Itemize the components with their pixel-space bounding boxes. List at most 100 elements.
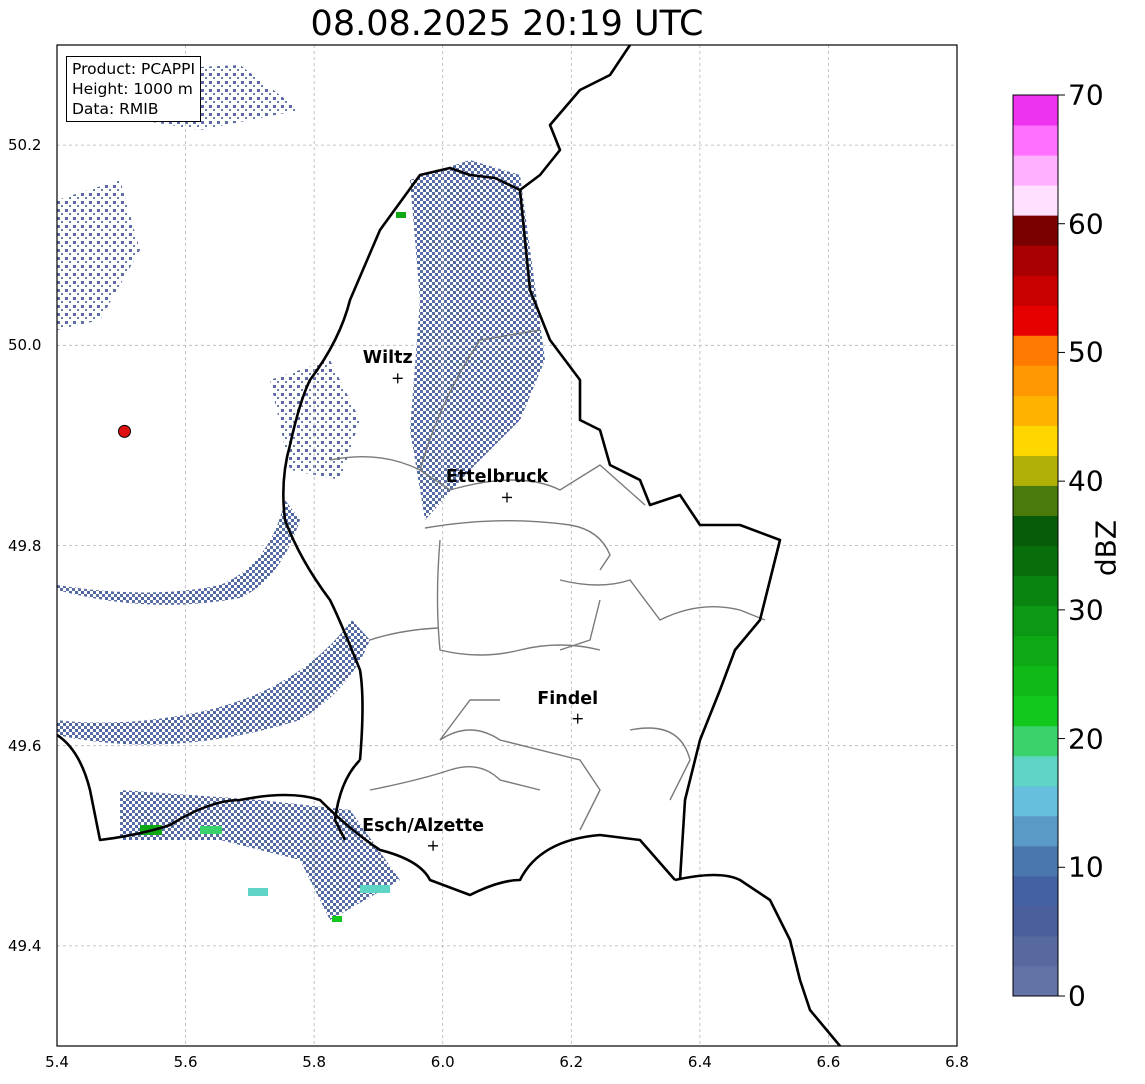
colorbar-tick-label: 20 <box>1068 722 1104 756</box>
city-marker <box>428 840 439 851</box>
city-label: Esch/Alzette <box>362 815 484 836</box>
colorbar-tick-label: 60 <box>1068 207 1104 241</box>
colorbar-segment <box>1013 815 1058 847</box>
colorbar-segment <box>1013 335 1058 366</box>
echo-southwest <box>120 790 400 920</box>
canton-border-11 <box>629 727 691 801</box>
canton-border-9 <box>439 699 500 741</box>
colorbar-segment <box>1013 275 1058 306</box>
echo-cell-green-4 <box>396 212 406 218</box>
map-title: 08.08.2025 20:19 UTC <box>310 4 704 44</box>
x-tick-label: 5.6 <box>173 1053 198 1071</box>
colorbar-segment <box>1013 605 1058 637</box>
info-height: Height: 1000 m <box>72 80 193 98</box>
city-label: Ettelbruck <box>445 467 549 488</box>
colorbar-segment <box>1013 575 1058 607</box>
x-tick-label: 5.8 <box>302 1053 327 1071</box>
canton-border-2 <box>419 329 541 471</box>
canton-border-8 <box>439 729 601 831</box>
colorbar-segment <box>1013 665 1058 697</box>
canton-border-7 <box>559 599 601 651</box>
x-tick-label: 6.0 <box>430 1053 455 1071</box>
colorbar-segment <box>1013 755 1058 787</box>
echo-cell-green-2 <box>200 826 222 834</box>
colorbar-segment <box>1013 695 1058 727</box>
colorbar-segment <box>1013 785 1058 817</box>
canton-border-5 <box>369 627 439 641</box>
colorbar <box>1012 94 1065 997</box>
echo-cell-teal-2 <box>248 888 268 896</box>
echo-central-west <box>270 360 360 480</box>
canton-border-1 <box>329 456 646 506</box>
border-belgium-lux-south <box>333 759 361 841</box>
echo-arc-south <box>57 620 370 745</box>
city-label: Wiltz <box>362 348 413 369</box>
canton-border-3 <box>424 519 611 571</box>
colorbar-tick-label: 0 <box>1068 979 1086 1013</box>
colorbar-segment <box>1013 905 1058 937</box>
colorbar-segment <box>1013 725 1058 757</box>
colorbar-segment <box>1013 425 1058 456</box>
city-label: Findel <box>537 688 599 709</box>
border-south-belgium-france <box>57 733 676 897</box>
info-box: Product: PCAPPI Height: 1000 m Data: RMI… <box>66 56 202 122</box>
x-tick-label: 5.4 <box>45 1053 69 1071</box>
colorbar-segment <box>1013 935 1058 967</box>
colorbar-segment <box>1013 305 1058 336</box>
border-germany-france <box>674 873 841 1046</box>
radar-site-marker <box>118 424 131 438</box>
national-borders <box>57 45 841 1046</box>
x-tick-label: 6.8 <box>945 1053 969 1071</box>
y-tick-label: 49.6 <box>8 736 42 755</box>
border-lux-germany <box>518 189 782 881</box>
colorbar-segment <box>1013 185 1058 216</box>
plot-frame <box>56 44 958 1047</box>
echo-arc-middle <box>57 500 300 605</box>
city-marker <box>392 373 403 384</box>
info-product: Product: PCAPPI <box>72 60 196 78</box>
city-marker <box>572 713 583 724</box>
canton-border-4 <box>436 539 601 656</box>
colorbar-segment <box>1013 545 1058 577</box>
border-belgium-lux <box>282 45 632 761</box>
city-marker <box>502 492 512 503</box>
colorbar-tick-label: 70 <box>1068 78 1104 112</box>
colorbar-tick-label: 40 <box>1068 464 1104 498</box>
colorbar-segment <box>1013 485 1058 516</box>
colorbar-segment <box>1013 515 1058 546</box>
echo-cell-green-3 <box>332 916 342 922</box>
colorbar-tick-label: 10 <box>1068 850 1104 884</box>
canton-border-6 <box>559 579 766 621</box>
colorbar-tick-label: 50 <box>1068 335 1104 369</box>
x-tick-label: 6.2 <box>559 1053 584 1071</box>
colorbar-segment <box>1013 845 1058 877</box>
colorbar-segment <box>1013 215 1058 246</box>
y-tick-label: 50.2 <box>8 136 42 155</box>
echo-cell-teal <box>360 885 390 893</box>
x-tick-label: 6.4 <box>687 1053 712 1071</box>
echo-northeast <box>410 160 545 520</box>
canton-borders <box>329 329 766 831</box>
colorbar-segment <box>1013 395 1058 426</box>
grid-lines <box>56 45 958 1046</box>
city-markers <box>118 373 583 851</box>
colorbar-segment <box>1013 875 1058 907</box>
y-tick-label: 49.4 <box>8 936 42 955</box>
colorbar-segment <box>1013 125 1058 156</box>
canton-border-10 <box>369 766 541 791</box>
y-tick-label: 49.8 <box>8 536 42 555</box>
y-tick-label: 50.0 <box>8 336 42 355</box>
colorbar-segment <box>1013 95 1058 126</box>
info-data: Data: RMIB <box>72 100 159 118</box>
colorbar-segment <box>1013 635 1058 667</box>
colorbar-segment <box>1013 365 1058 396</box>
colorbar-segment <box>1013 965 1058 997</box>
echo-northwest <box>57 180 140 330</box>
colorbar-tick-label: 30 <box>1068 593 1104 627</box>
x-tick-label: 6.6 <box>816 1053 841 1071</box>
colorbar-segment <box>1013 155 1058 186</box>
colorbar-segment <box>1013 245 1058 276</box>
colorbar-label: dBZ <box>1089 519 1123 577</box>
colorbar-frame <box>1012 94 1059 997</box>
